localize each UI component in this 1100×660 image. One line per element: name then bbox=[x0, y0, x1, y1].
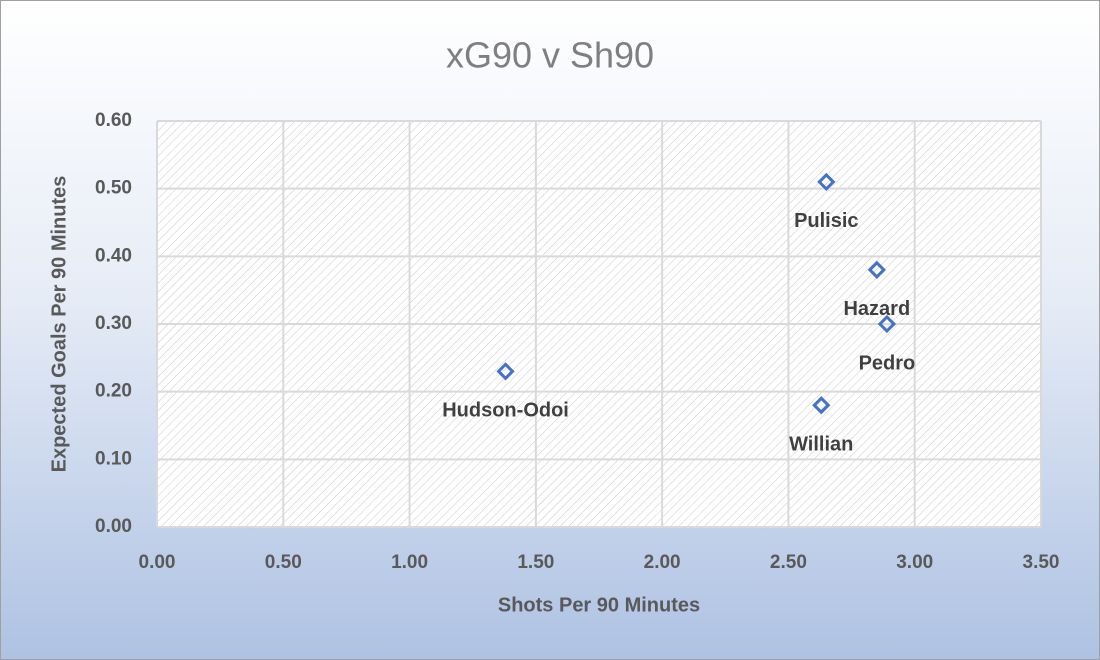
x-tick-label: 3.00 bbox=[896, 552, 933, 573]
data-point bbox=[867, 260, 886, 279]
y-tick-label: 0.40 bbox=[95, 245, 132, 266]
y-tick-label: 0.30 bbox=[95, 313, 132, 334]
data-point bbox=[812, 396, 831, 415]
data-point bbox=[496, 362, 515, 381]
x-tick-label: 3.50 bbox=[1023, 552, 1060, 573]
y-tick-label: 0.00 bbox=[95, 516, 132, 537]
x-tick-label: 2.00 bbox=[644, 552, 681, 573]
x-tick-label: 1.00 bbox=[391, 552, 428, 573]
point-label: Pulisic bbox=[794, 210, 858, 232]
point-label: Pedro bbox=[859, 352, 916, 374]
y-tick-label: 0.60 bbox=[95, 110, 132, 131]
point-label: Hazard bbox=[843, 298, 910, 320]
point-label: Willian bbox=[789, 433, 853, 455]
x-tick-label: 2.50 bbox=[770, 552, 807, 573]
x-axis-title: Shots Per 90 Minutes bbox=[498, 594, 700, 616]
data-point bbox=[817, 172, 836, 192]
y-axis-title: Expected Goals Per 90 Minutes bbox=[48, 176, 70, 473]
y-tick-label: 0.20 bbox=[95, 381, 132, 402]
data-point bbox=[877, 314, 897, 334]
y-tick-label: 0.10 bbox=[95, 448, 132, 469]
x-tick-label: 0.00 bbox=[139, 552, 176, 573]
x-tick-label: 0.50 bbox=[265, 552, 302, 573]
point-label: Hudson-Odoi bbox=[442, 400, 569, 422]
y-tick-label: 0.50 bbox=[95, 178, 132, 199]
chart-title: xG90 v Sh90 bbox=[446, 35, 654, 76]
x-tick-label: 1.50 bbox=[517, 552, 554, 573]
